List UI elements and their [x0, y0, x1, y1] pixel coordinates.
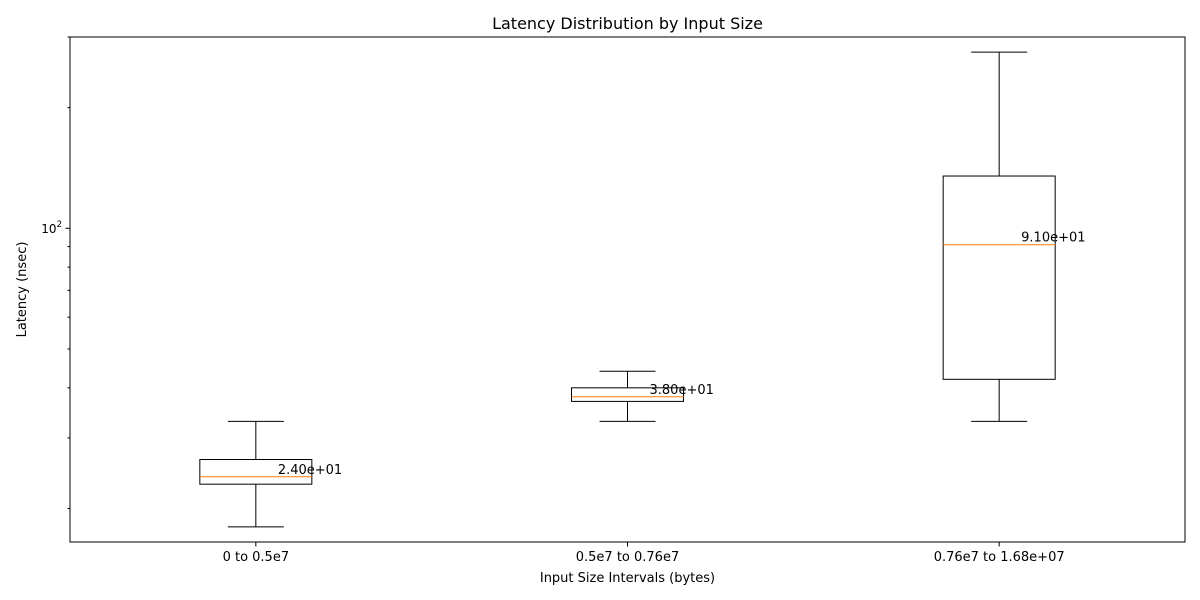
- box-iqr: [199, 459, 313, 485]
- median-value-label: 9.10e+01: [1021, 231, 1085, 246]
- box-iqr: [571, 387, 684, 402]
- x-tick-label: 0.76e7 to 1.68e+07: [934, 550, 1065, 565]
- plot-area: [69, 36, 1186, 543]
- y-tick-label: 102: [41, 220, 62, 236]
- chart-marks: 102 0 to 0.5e7 0.5e7 to 0.76e7 0.76e7 to 1.…: [41, 36, 1086, 565]
- median-value-label: 3.80e+01: [650, 383, 714, 398]
- chart-title: Latency Distribution by Input Size: [492, 14, 763, 33]
- x-tick-label: 0 to 0.5e7: [223, 550, 290, 565]
- x-tick-label: 0.5e7 to 0.76e7: [576, 550, 679, 565]
- box-iqr: [942, 175, 1056, 380]
- y-axis-label: Latency (nsec): [15, 242, 30, 338]
- median-value-label: 2.40e+01: [278, 463, 342, 478]
- x-axis-label: Input Size Intervals (bytes): [540, 571, 715, 586]
